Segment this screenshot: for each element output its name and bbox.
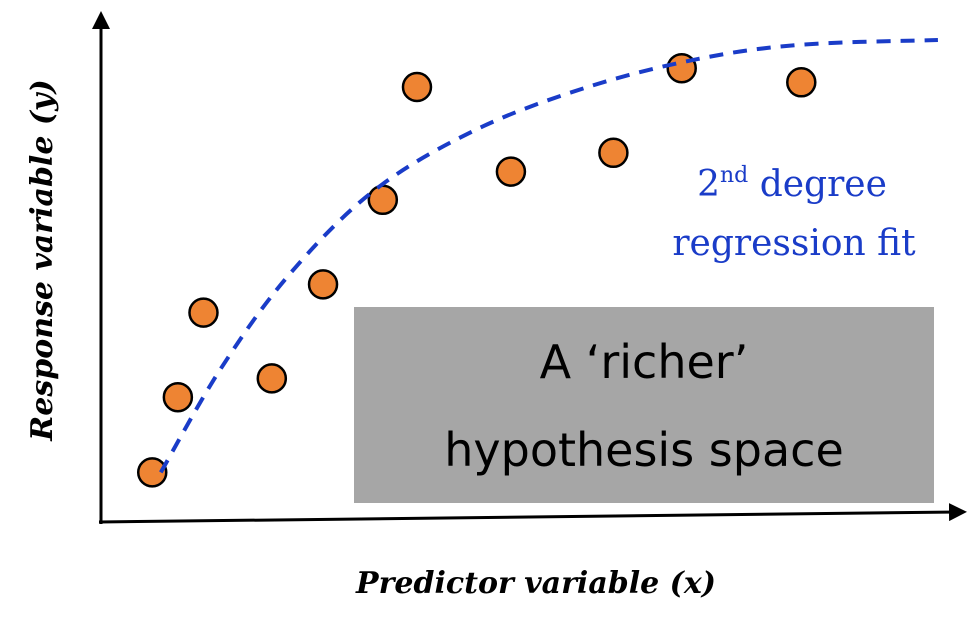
data-point	[256, 363, 288, 394]
data-point	[495, 156, 527, 187]
data-point	[307, 269, 339, 300]
callout-line-1: A ‘richer’	[540, 335, 749, 389]
x-axis-title: Predictor variable (x)	[355, 566, 716, 601]
fit-label-line-2: regression fit	[672, 223, 916, 264]
x-axis	[98, 503, 967, 524]
fit-label-line-1: 2nd degree	[697, 163, 887, 205]
data-point	[598, 137, 629, 169]
data-point	[367, 184, 399, 216]
callout-line-2: hypothesis space	[444, 423, 844, 477]
data-point	[188, 297, 219, 328]
callout-box	[354, 307, 934, 503]
fit-curve	[159, 38, 938, 474]
data-point	[162, 381, 194, 413]
data-point	[136, 457, 168, 488]
data-point	[786, 67, 817, 98]
data-point	[401, 71, 433, 103]
data-points	[136, 52, 817, 488]
y-axis-title: Response variable (y)	[25, 79, 60, 441]
